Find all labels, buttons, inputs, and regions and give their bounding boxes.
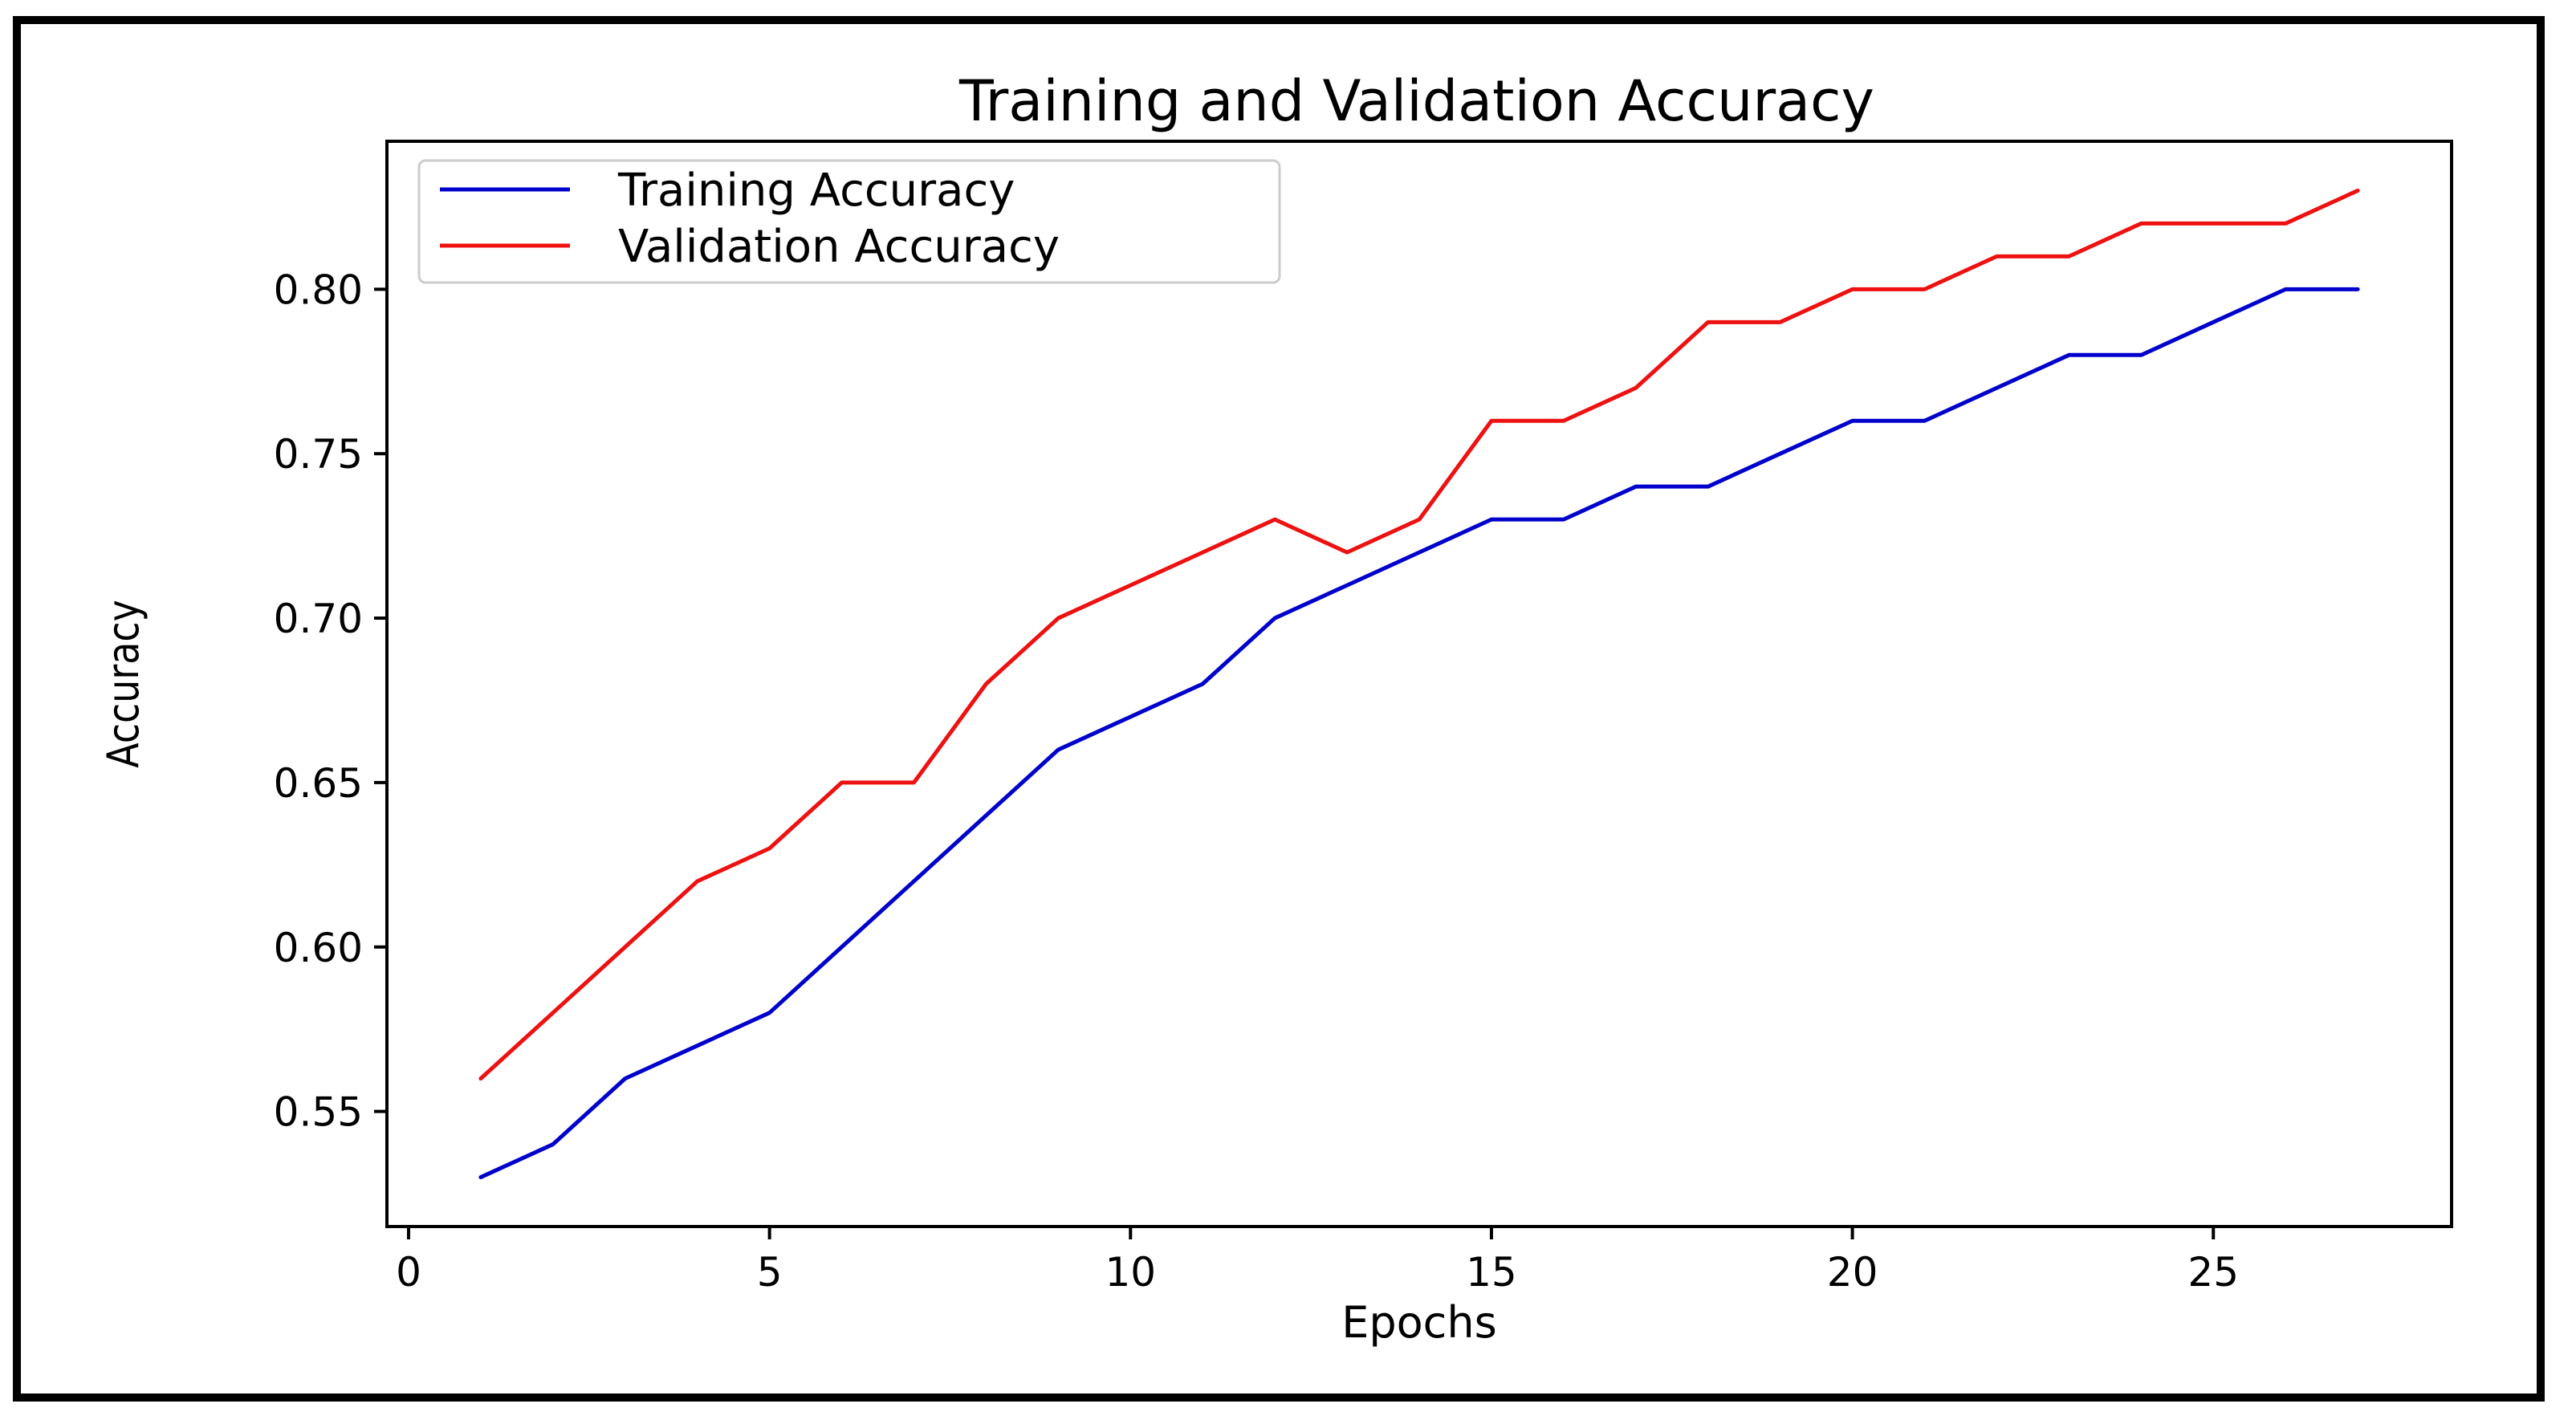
validation-accuracy-line <box>478 188 2360 1081</box>
x-axis-label: Epochs <box>1341 1297 1496 1348</box>
x-tick-label: 25 <box>2187 1249 2239 1296</box>
legend-box <box>417 159 1281 284</box>
series-layer <box>478 188 2360 1180</box>
chart-title: Training and Validation Accuracy <box>958 68 1874 134</box>
x-tick-label: 10 <box>1105 1249 1156 1296</box>
y-axis: 0.55 0.60 0.65 0.70 0.75 0.80 <box>274 266 387 1136</box>
x-tick-label: 5 <box>757 1249 783 1296</box>
legend-label: Validation Accuracy <box>618 221 1060 273</box>
y-tick-label: 0.55 <box>274 1089 363 1136</box>
y-tick-label: 0.60 <box>274 925 363 971</box>
legend-label: Training Accuracy <box>617 165 1015 217</box>
y-tick-label: 0.80 <box>274 266 363 313</box>
y-tick-label: 0.65 <box>274 760 363 807</box>
x-tick-label: 20 <box>1827 1249 1878 1296</box>
plot-area <box>385 140 2453 1228</box>
training-accuracy-line <box>478 287 2360 1180</box>
y-tick-label: 0.70 <box>274 596 363 642</box>
x-axis: 0 5 10 15 20 25 <box>396 1227 2239 1296</box>
y-tick-label: 0.75 <box>274 431 363 478</box>
x-tick-label: 15 <box>1466 1249 1517 1296</box>
y-axis-label: Accuracy <box>97 600 149 768</box>
x-tick-label: 0 <box>396 1249 421 1296</box>
